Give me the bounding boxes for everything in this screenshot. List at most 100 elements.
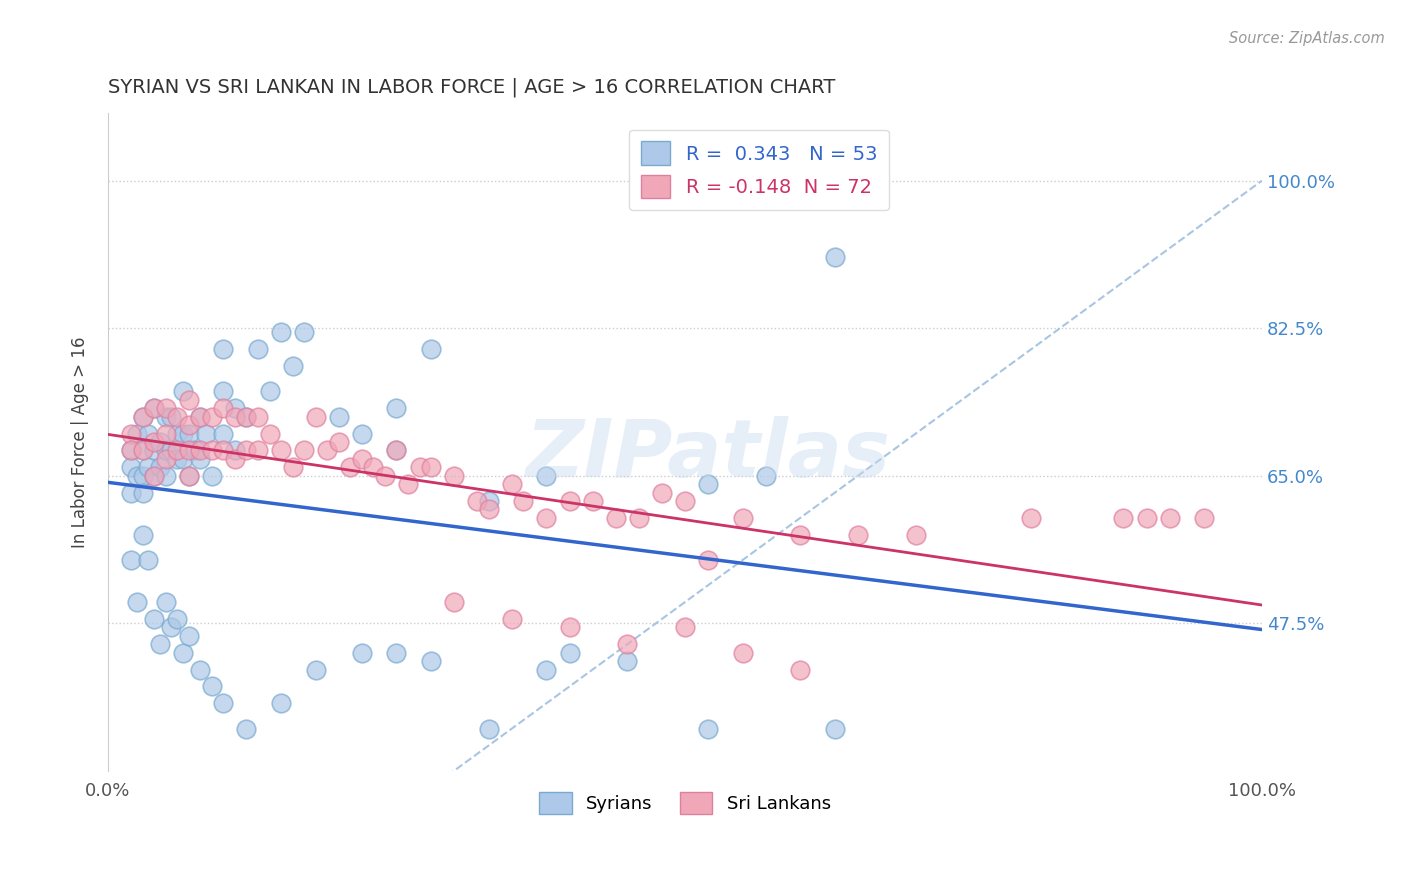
Point <box>478 494 501 508</box>
Point <box>201 443 224 458</box>
Point <box>616 654 638 668</box>
Point <box>246 409 269 424</box>
Point <box>160 443 183 458</box>
Point <box>501 477 523 491</box>
Point <box>904 527 927 541</box>
Point <box>143 401 166 416</box>
Point <box>138 460 160 475</box>
Point <box>259 384 281 399</box>
Point <box>363 460 385 475</box>
Point <box>789 527 811 541</box>
Point <box>172 384 194 399</box>
Point <box>155 595 177 609</box>
Point <box>212 696 235 710</box>
Point <box>149 460 172 475</box>
Text: Source: ZipAtlas.com: Source: ZipAtlas.com <box>1229 31 1385 46</box>
Point <box>177 392 200 407</box>
Point <box>651 485 673 500</box>
Point <box>125 595 148 609</box>
Point <box>131 527 153 541</box>
Point <box>201 680 224 694</box>
Point <box>755 468 778 483</box>
Point <box>616 637 638 651</box>
Point <box>697 722 720 736</box>
Point <box>443 595 465 609</box>
Point <box>138 553 160 567</box>
Point <box>131 468 153 483</box>
Point <box>155 443 177 458</box>
Point <box>350 426 373 441</box>
Point <box>224 451 246 466</box>
Point <box>155 426 177 441</box>
Point <box>235 443 257 458</box>
Point <box>396 477 419 491</box>
Point <box>177 468 200 483</box>
Point <box>420 460 443 475</box>
Point <box>131 485 153 500</box>
Point <box>143 401 166 416</box>
Point <box>131 443 153 458</box>
Point <box>125 468 148 483</box>
Point <box>120 553 142 567</box>
Point <box>478 502 501 516</box>
Point <box>224 401 246 416</box>
Text: SYRIAN VS SRI LANKAN IN LABOR FORCE | AGE > 16 CORRELATION CHART: SYRIAN VS SRI LANKAN IN LABOR FORCE | AG… <box>108 78 835 97</box>
Point <box>143 443 166 458</box>
Point <box>512 494 534 508</box>
Point <box>443 468 465 483</box>
Point <box>1192 511 1215 525</box>
Point <box>172 426 194 441</box>
Point <box>177 443 200 458</box>
Point <box>188 451 211 466</box>
Point <box>270 696 292 710</box>
Point <box>177 468 200 483</box>
Point <box>183 443 205 458</box>
Point <box>131 409 153 424</box>
Point <box>316 443 339 458</box>
Point <box>177 418 200 433</box>
Point <box>212 401 235 416</box>
Point <box>188 409 211 424</box>
Point <box>177 426 200 441</box>
Point <box>385 443 408 458</box>
Point <box>188 663 211 677</box>
Point <box>789 663 811 677</box>
Point <box>408 460 430 475</box>
Point <box>143 468 166 483</box>
Point <box>188 443 211 458</box>
Point <box>824 250 846 264</box>
Point <box>166 451 188 466</box>
Point <box>1159 511 1181 525</box>
Point <box>212 426 235 441</box>
Point <box>697 553 720 567</box>
Point <box>328 434 350 449</box>
Point <box>235 409 257 424</box>
Point <box>697 477 720 491</box>
Point <box>235 722 257 736</box>
Point <box>339 460 361 475</box>
Point <box>558 646 581 660</box>
Point <box>328 409 350 424</box>
Point <box>131 443 153 458</box>
Point <box>160 620 183 634</box>
Point <box>120 443 142 458</box>
Point <box>120 485 142 500</box>
Point <box>201 409 224 424</box>
Point <box>536 663 558 677</box>
Point <box>131 409 153 424</box>
Point <box>166 426 188 441</box>
Point <box>120 426 142 441</box>
Point <box>212 343 235 357</box>
Point <box>270 443 292 458</box>
Point <box>1135 511 1157 525</box>
Point <box>125 426 148 441</box>
Point <box>305 663 328 677</box>
Point <box>172 451 194 466</box>
Point <box>731 646 754 660</box>
Point <box>582 494 605 508</box>
Point <box>166 612 188 626</box>
Point <box>155 451 177 466</box>
Point <box>143 612 166 626</box>
Point <box>350 646 373 660</box>
Point <box>149 637 172 651</box>
